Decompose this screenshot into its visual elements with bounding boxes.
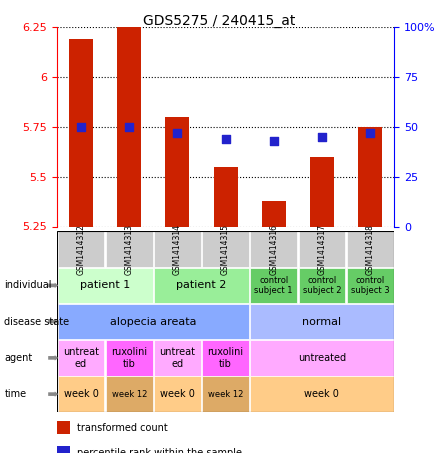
FancyBboxPatch shape bbox=[58, 304, 249, 339]
Text: week 12: week 12 bbox=[208, 390, 243, 399]
Text: patient 2: patient 2 bbox=[176, 280, 227, 290]
FancyBboxPatch shape bbox=[251, 304, 393, 339]
Bar bbox=[165, 117, 189, 226]
Text: untreat
ed: untreat ed bbox=[63, 347, 99, 369]
Text: percentile rank within the sample: percentile rank within the sample bbox=[77, 448, 242, 453]
Text: disease state: disease state bbox=[4, 317, 70, 327]
Text: control
subject 1: control subject 1 bbox=[254, 276, 293, 295]
Point bbox=[174, 129, 181, 136]
FancyBboxPatch shape bbox=[58, 340, 104, 376]
Text: GSM1414312: GSM1414312 bbox=[77, 224, 85, 275]
Text: individual: individual bbox=[4, 280, 52, 290]
FancyBboxPatch shape bbox=[106, 340, 152, 376]
FancyBboxPatch shape bbox=[106, 376, 152, 412]
Bar bbox=[57, 446, 71, 453]
FancyBboxPatch shape bbox=[154, 376, 201, 412]
Text: week 0: week 0 bbox=[160, 389, 195, 399]
Text: GSM1414315: GSM1414315 bbox=[221, 224, 230, 275]
Text: week 0: week 0 bbox=[64, 389, 99, 399]
Text: patient 1: patient 1 bbox=[80, 280, 130, 290]
Point bbox=[78, 123, 85, 130]
Text: control
subject 3: control subject 3 bbox=[351, 276, 389, 295]
Bar bbox=[358, 127, 382, 226]
FancyBboxPatch shape bbox=[202, 376, 249, 412]
FancyBboxPatch shape bbox=[58, 268, 152, 303]
Bar bbox=[117, 27, 141, 226]
Bar bbox=[69, 39, 93, 226]
Text: week 12: week 12 bbox=[112, 390, 147, 399]
FancyBboxPatch shape bbox=[251, 231, 297, 267]
FancyBboxPatch shape bbox=[347, 268, 393, 303]
Text: transformed count: transformed count bbox=[77, 423, 168, 433]
Point bbox=[318, 133, 325, 140]
Text: untreat
ed: untreat ed bbox=[159, 347, 195, 369]
Text: GSM1414313: GSM1414313 bbox=[125, 224, 134, 275]
Point bbox=[367, 129, 374, 136]
Point bbox=[126, 123, 133, 130]
FancyBboxPatch shape bbox=[154, 231, 201, 267]
Point bbox=[222, 135, 229, 142]
FancyBboxPatch shape bbox=[58, 376, 104, 412]
Text: GDS5275 / 240415_at: GDS5275 / 240415_at bbox=[143, 14, 295, 28]
FancyBboxPatch shape bbox=[251, 340, 393, 376]
FancyBboxPatch shape bbox=[299, 268, 345, 303]
Point bbox=[270, 137, 277, 145]
Text: GSM1414317: GSM1414317 bbox=[318, 224, 326, 275]
FancyBboxPatch shape bbox=[251, 268, 297, 303]
Text: normal: normal bbox=[302, 317, 342, 327]
Text: GSM1414314: GSM1414314 bbox=[173, 224, 182, 275]
FancyBboxPatch shape bbox=[202, 231, 249, 267]
Bar bbox=[261, 201, 286, 226]
Text: week 0: week 0 bbox=[304, 389, 339, 399]
Bar bbox=[57, 421, 71, 434]
Text: untreated: untreated bbox=[298, 353, 346, 363]
FancyBboxPatch shape bbox=[299, 231, 345, 267]
FancyBboxPatch shape bbox=[202, 340, 249, 376]
Text: time: time bbox=[4, 389, 27, 399]
Bar bbox=[310, 157, 334, 226]
Text: alopecia areata: alopecia areata bbox=[110, 317, 197, 327]
Text: GSM1414318: GSM1414318 bbox=[366, 224, 374, 275]
Text: control
subject 2: control subject 2 bbox=[303, 276, 341, 295]
Bar bbox=[213, 167, 237, 226]
Text: GSM1414316: GSM1414316 bbox=[269, 224, 278, 275]
FancyBboxPatch shape bbox=[154, 268, 249, 303]
Text: ruxolini
tib: ruxolini tib bbox=[208, 347, 244, 369]
FancyBboxPatch shape bbox=[154, 340, 201, 376]
FancyBboxPatch shape bbox=[58, 231, 104, 267]
Text: agent: agent bbox=[4, 353, 32, 363]
FancyBboxPatch shape bbox=[251, 376, 393, 412]
FancyBboxPatch shape bbox=[106, 231, 152, 267]
Text: ruxolini
tib: ruxolini tib bbox=[111, 347, 147, 369]
FancyBboxPatch shape bbox=[347, 231, 393, 267]
